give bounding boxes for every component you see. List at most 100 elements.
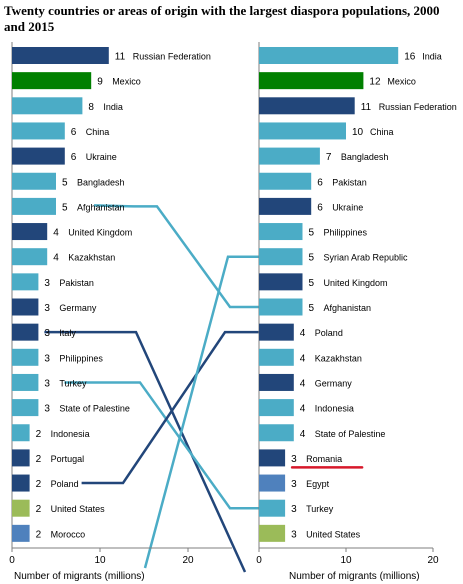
panel-2015-label-poland: Poland bbox=[315, 328, 343, 338]
panel-2000-bar-germany bbox=[12, 298, 39, 316]
connector-italy bbox=[44, 330, 247, 573]
panel-2000-bar-afghanistan bbox=[12, 197, 56, 215]
panel-2000-bar-kazakhstan bbox=[12, 248, 48, 266]
panel-2015-bar-indonesia bbox=[259, 399, 294, 417]
panel-2000-value-ukraine: 6 bbox=[71, 152, 77, 163]
panel-2015-bar-egypt bbox=[259, 474, 286, 492]
panel-2015-label-syrian-arab-republic: Syrian Arab Republic bbox=[324, 253, 409, 263]
panel-2000-bar-morocco bbox=[12, 524, 30, 542]
panel-2000-tick-20: 20 bbox=[182, 555, 194, 566]
panel-2015-bar-bangladesh bbox=[259, 147, 320, 165]
panel-2000-label-kazakhstan: Kazakhstan bbox=[68, 253, 115, 263]
panel-2015-value-india: 16 bbox=[404, 52, 416, 63]
panel-2015-value-indonesia: 4 bbox=[300, 404, 306, 415]
panel-2000-value-united-states: 2 bbox=[36, 504, 42, 515]
panel-2015-bar-afghanistan bbox=[259, 298, 303, 316]
panel-2000-label-turkey: Turkey bbox=[59, 378, 87, 388]
panel-2015-value-ukraine: 6 bbox=[317, 202, 323, 213]
panel-2000-bar-pakistan bbox=[12, 273, 39, 291]
panel-2015-label-china: China bbox=[370, 127, 394, 137]
panel-2000-value-morocco: 2 bbox=[36, 529, 42, 540]
panel-2000-value-bangladesh: 5 bbox=[62, 177, 68, 188]
panel-2000-bar-indonesia bbox=[12, 424, 30, 442]
connector-turkey bbox=[64, 381, 259, 510]
panel-2000-value-india: 8 bbox=[88, 102, 94, 113]
panel-2015-bar-russian-federation bbox=[259, 97, 355, 115]
panel-2015-value-romania: 3 bbox=[291, 454, 297, 465]
panel-2015-bar-ukraine bbox=[259, 197, 312, 215]
panel-2000-label-state-of-palestine: State of Palestine bbox=[59, 404, 130, 414]
panel-2015-label-egypt: Egypt bbox=[306, 479, 330, 489]
panel-2000-label-united-kingdom: United Kingdom bbox=[68, 228, 132, 238]
panel-2015-bar-pakistan bbox=[259, 172, 312, 190]
panel-2015-bar-poland bbox=[259, 323, 294, 341]
panel-2015-bar-germany bbox=[259, 373, 294, 391]
panel-2000-value-indonesia: 2 bbox=[36, 429, 42, 440]
panel-2000-value-italy: 3 bbox=[44, 328, 50, 339]
panel-2015-label-turkey: Turkey bbox=[306, 504, 334, 514]
panel-2015-bar-state-of-palestine bbox=[259, 424, 294, 442]
panel-2015-value-poland: 4 bbox=[300, 328, 306, 339]
panel-2000-label-italy: Italy bbox=[59, 328, 76, 338]
connector-syrian-arab-republic bbox=[143, 255, 259, 569]
panel-2015-label-state-of-palestine: State of Palestine bbox=[315, 429, 386, 439]
panel-2015-label-afghanistan: Afghanistan bbox=[324, 303, 372, 313]
panel-2000-label-bangladesh: Bangladesh bbox=[77, 177, 125, 187]
panel-2015-value-mexico: 12 bbox=[369, 77, 381, 88]
panel-2000-value-poland: 2 bbox=[36, 479, 42, 490]
panel-2015-label-indonesia: Indonesia bbox=[315, 404, 354, 414]
panel-2015-bar-china bbox=[259, 122, 346, 140]
panel-2015-bar-kazakhstan bbox=[259, 348, 294, 366]
panel-2015-bar-syrian-arab-republic bbox=[259, 248, 303, 266]
panel-2000-label-philippines: Philippines bbox=[59, 353, 103, 363]
panel-2015-tick-20: 20 bbox=[427, 555, 439, 566]
panel-2000-bar-united-states bbox=[12, 499, 30, 517]
panel-2015-bar-romania bbox=[259, 449, 286, 467]
panel-2000-bar-portugal bbox=[12, 449, 30, 467]
panel-2015-value-pakistan: 6 bbox=[317, 177, 323, 188]
panel-2000-tick-10: 10 bbox=[94, 555, 106, 566]
panel-2015-value-united-states: 3 bbox=[291, 529, 297, 540]
panel-2000-value-afghanistan: 5 bbox=[62, 202, 68, 213]
panel-2015-label-philippines: Philippines bbox=[324, 228, 368, 238]
panel-2000-label-china: China bbox=[86, 127, 110, 137]
panel-2015-value-egypt: 3 bbox=[291, 479, 297, 490]
panel-2000-bar-mexico bbox=[12, 72, 92, 90]
panel-2015-label-kazakhstan: Kazakhstan bbox=[315, 353, 362, 363]
panel-2015-tick-10: 10 bbox=[340, 555, 352, 566]
panel-2015-value-china: 10 bbox=[352, 127, 364, 138]
panel-2015-value-kazakhstan: 4 bbox=[300, 353, 306, 364]
panel-2015-bar-united-kingdom bbox=[259, 273, 303, 291]
panel-2000-value-philippines: 3 bbox=[44, 353, 50, 364]
panel-2015-label-pakistan: Pakistan bbox=[332, 177, 367, 187]
panel-2000-x-axis-label: Number of migrants (millions) bbox=[14, 571, 145, 582]
panel-2015-bar-turkey bbox=[259, 499, 286, 517]
panel-2000-value-kazakhstan: 4 bbox=[53, 253, 59, 264]
panel-2015-label-india: India bbox=[422, 52, 442, 62]
panel-2015-value-bangladesh: 7 bbox=[326, 152, 332, 163]
panel-2000-label-portugal: Portugal bbox=[51, 454, 85, 464]
panel-2015-label-united-kingdom: United Kingdom bbox=[324, 278, 388, 288]
panel-2000-bar-china bbox=[12, 122, 65, 140]
panel-2000-label-ukraine: Ukraine bbox=[86, 152, 117, 162]
connector-afghanistan bbox=[93, 204, 259, 309]
panel-2000-bar-ukraine bbox=[12, 147, 65, 165]
panel-2000-tick-0: 0 bbox=[9, 555, 15, 566]
panel-2015-label-ukraine: Ukraine bbox=[332, 202, 363, 212]
panel-2000-label-morocco: Morocco bbox=[51, 529, 86, 539]
panel-2000-value-mexico: 9 bbox=[97, 77, 103, 88]
panel-2000-label-poland: Poland bbox=[51, 479, 79, 489]
panel-2015-label-mexico: Mexico bbox=[387, 77, 416, 87]
panel-2000-bar-turkey bbox=[12, 373, 39, 391]
panel-2015-value-philippines: 5 bbox=[309, 228, 315, 239]
chart-title: Twenty countries or areas of origin with… bbox=[4, 3, 440, 34]
panel-2000-label-russian-federation: Russian Federation bbox=[133, 52, 211, 62]
panel-2000-bar-russian-federation bbox=[12, 47, 109, 64]
panel-2000-label-mexico: Mexico bbox=[112, 77, 141, 87]
panel-2000-bar-italy bbox=[12, 323, 39, 341]
panel-2000-label-india: India bbox=[103, 102, 123, 112]
panel-2000-value-turkey: 3 bbox=[44, 378, 50, 389]
panel-2015-value-germany: 4 bbox=[300, 378, 306, 389]
panel-2000-label-united-states: United States bbox=[51, 504, 106, 514]
